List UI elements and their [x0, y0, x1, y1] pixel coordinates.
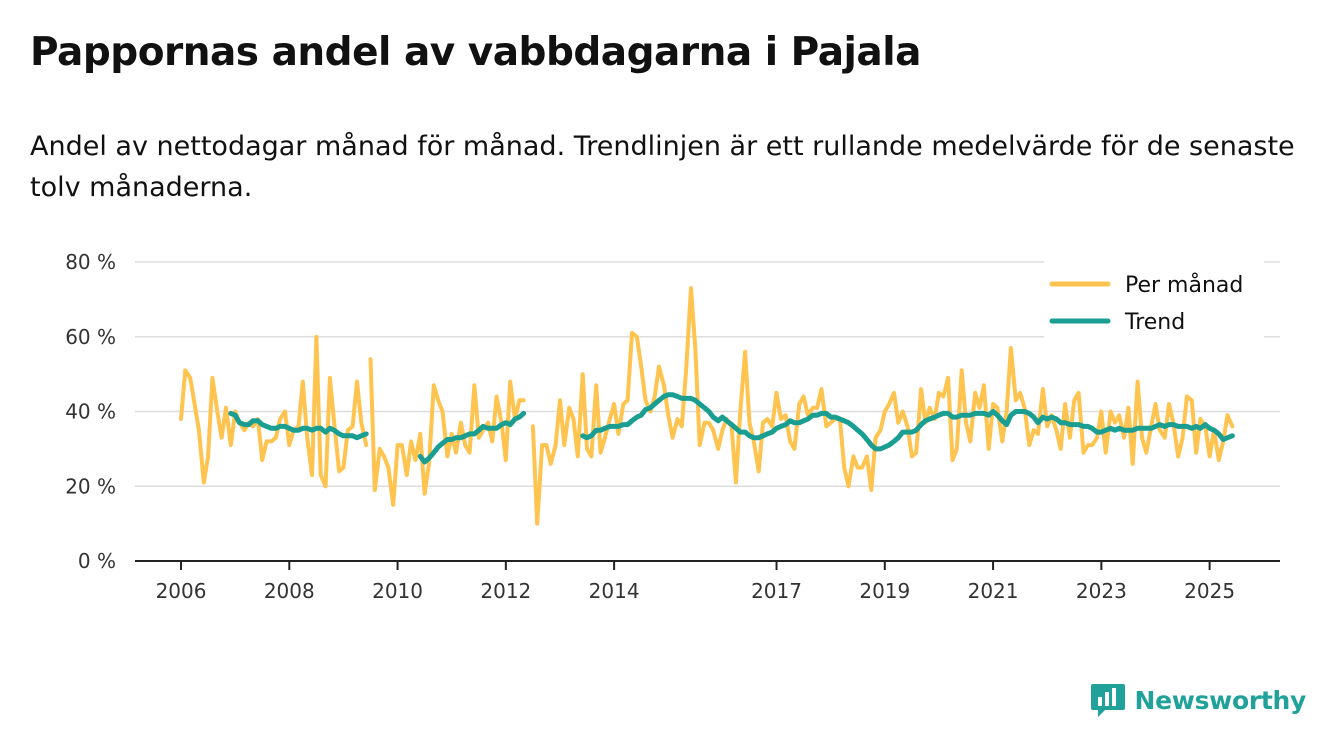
- y-tick-label: 0 %: [78, 549, 116, 573]
- y-tick-label: 20 %: [65, 474, 116, 498]
- chart-title: Pappornas andel av vabbdagarna i Pajala: [30, 30, 921, 75]
- legend-background: [1044, 260, 1264, 340]
- newsworthy-logo-icon: [1090, 684, 1125, 717]
- x-tick-label: 2006: [156, 579, 207, 603]
- y-axis-ticks: 0 % 20 % 40 % 60 % 80 %: [65, 250, 116, 573]
- x-tick-label: 2012: [480, 579, 531, 603]
- x-tick-label: 2021: [968, 579, 1019, 603]
- legend-label-per-manad: Per månad: [1125, 272, 1243, 298]
- y-tick-label: 40 %: [65, 400, 116, 424]
- series-line-trend: [417, 410, 527, 465]
- brand-name: Newsworthy: [1134, 685, 1307, 715]
- legend: Per månad Trend: [1044, 260, 1264, 340]
- x-tick-label: 2008: [264, 579, 315, 603]
- x-tick-label: 2017: [751, 579, 802, 603]
- x-tick-label: 2025: [1184, 579, 1235, 603]
- series-lines: [179, 286, 1235, 526]
- chart-subtitle: Andel av nettodagar månad för månad. Tre…: [30, 131, 1295, 203]
- y-tick-label: 60 %: [65, 325, 116, 349]
- legend-label-trend: Trend: [1124, 310, 1185, 335]
- series-line-per-manad: [368, 357, 526, 507]
- x-tick-label: 2014: [589, 579, 640, 603]
- series-line-trend: [580, 392, 1235, 452]
- newsworthy-logo: Newsworthy: [1089, 681, 1307, 719]
- x-tick-label: 2010: [372, 579, 423, 603]
- x-tick-label: 2023: [1076, 579, 1127, 603]
- y-tick-label: 80 %: [65, 250, 116, 274]
- x-axis: 2006 2008 2010 2012 2014 2017 2019 2021 2023 2025: [135, 560, 1280, 603]
- series-line-trend: [228, 410, 369, 441]
- x-tick-label: 2019: [859, 579, 910, 603]
